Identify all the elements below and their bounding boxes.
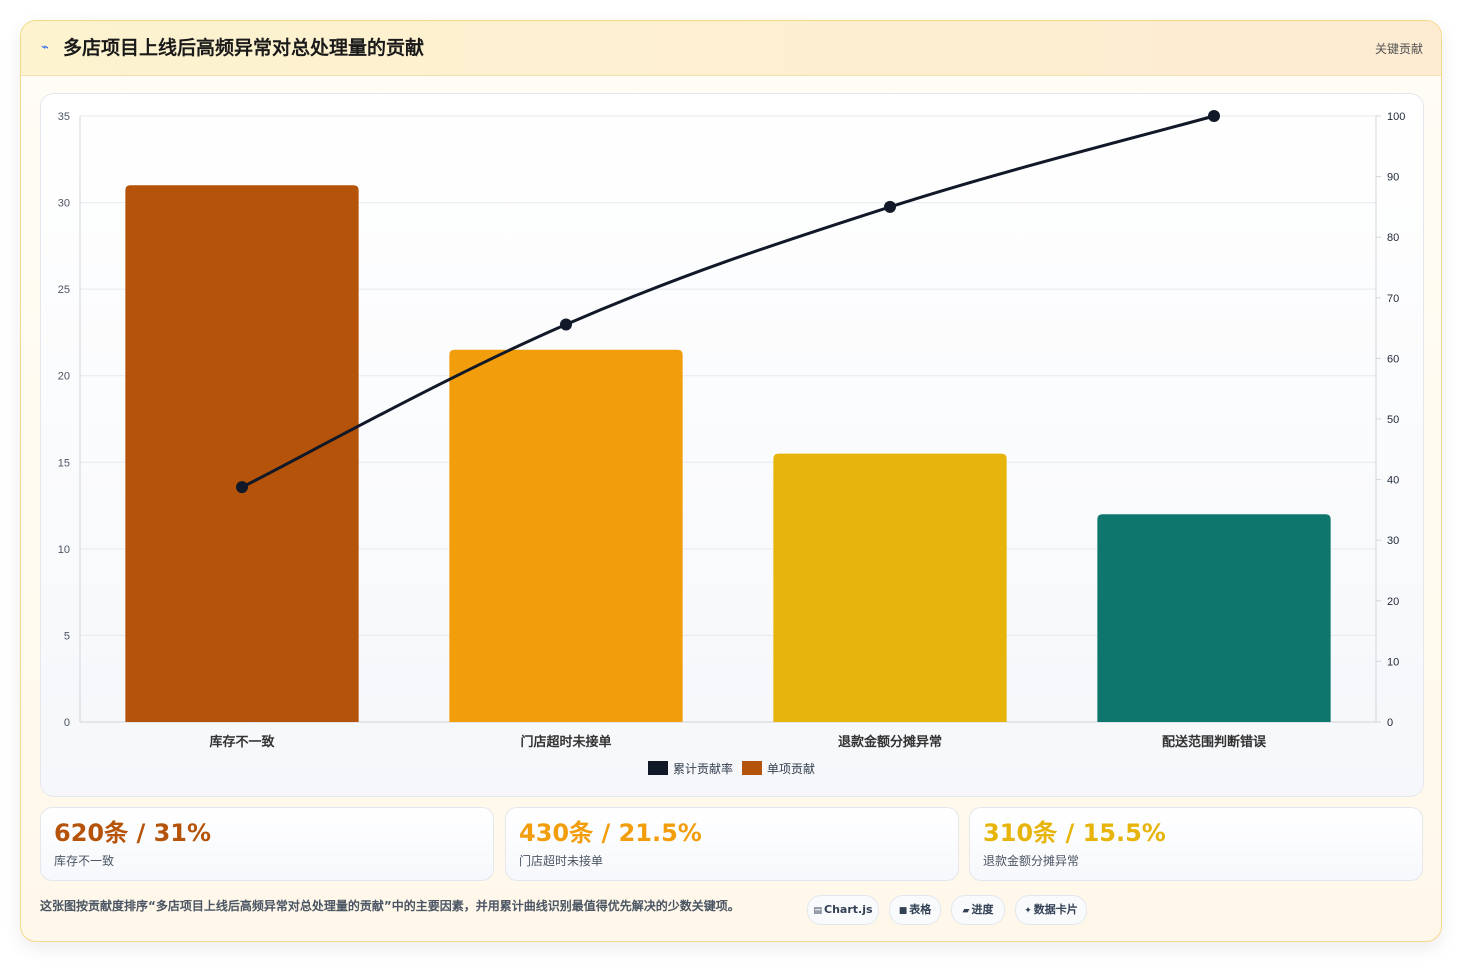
y-right-tick-label: 70	[1387, 293, 1399, 305]
chip-data-cards[interactable]: ✦ 数据卡片	[1015, 895, 1087, 925]
y-right-tick-label: 60	[1387, 353, 1399, 365]
chip-label: 数据卡片	[1033, 903, 1078, 916]
card-title: 多店项目上线后高频异常对总处理量的贡献	[63, 37, 425, 59]
y-right-tick-label: 100	[1387, 111, 1405, 123]
cumulative-point	[884, 200, 896, 213]
header-tag: 关键贡献	[1374, 42, 1423, 56]
stat-card-0: 620条 / 31% 库存不一致	[40, 807, 494, 881]
y-left-tick-label: 20	[58, 371, 70, 383]
x-tick-label: 门店超时未接单	[520, 734, 611, 749]
y-right-tick-label: 30	[1387, 535, 1399, 547]
chip-progress[interactable]: ▰ 进度	[951, 895, 1005, 925]
chip-label: Chart.js	[824, 903, 873, 916]
legend-label-cumulative: 累计贡献率	[673, 761, 733, 776]
chart-panel: 0 5 10 15 20 25 30 35 0 10 20 30 40 50 60 70 80 90 100 库存不一…	[40, 93, 1424, 797]
y-right-tick-label: 0	[1387, 717, 1393, 729]
chart-card: ⌁ 多店项目上线后高频异常对总处理量的贡献 关键贡献 0 5 10 15 20 25 30 3…	[20, 20, 1442, 942]
bar	[1097, 514, 1331, 722]
y-left-tick-label: 25	[58, 284, 70, 296]
bar	[125, 185, 359, 722]
chip-label: 表格	[909, 903, 932, 916]
x-tick-label: 配送范围判断错误	[1162, 734, 1267, 749]
stat-card-1: 430条 / 21.5% 门店超时未接单	[505, 807, 959, 881]
chip-label: 进度	[971, 903, 994, 916]
y-left-tick-label: 10	[58, 544, 70, 556]
chip-chartjs[interactable]: ▤ Chart.js	[807, 895, 879, 925]
card-header: ⌁ 多店项目上线后高频异常对总处理量的贡献 关键贡献	[21, 21, 1441, 76]
x-tick-label: 退款金额分摊异常	[838, 734, 942, 749]
stat-value: 430条 / 21.5%	[519, 819, 702, 847]
cumulative-point	[236, 481, 248, 494]
y-left-tick-label: 35	[58, 111, 70, 123]
cumulative-line	[241, 114, 1215, 489]
y-right-tick-label: 40	[1387, 475, 1399, 487]
legend-swatch-cumulative	[648, 761, 668, 775]
progress-icon: ▰	[962, 906, 970, 916]
stat-card-2: 310条 / 15.5% 退款金额分摊异常	[969, 807, 1423, 881]
y-right-tick-label: 20	[1387, 596, 1399, 608]
legend-swatch-bars	[742, 761, 762, 775]
stat-label: 库存不一致	[54, 854, 115, 868]
bar	[773, 453, 1007, 722]
stat-label: 退款金额分摊异常	[983, 854, 1080, 868]
stat-value: 310条 / 15.5%	[983, 819, 1166, 847]
chart-line-icon: ⌁	[41, 40, 49, 55]
cumulative-point	[560, 318, 572, 331]
y-right-tick-label: 10	[1387, 656, 1399, 668]
stat-label: 门店超时未接单	[519, 854, 604, 868]
table-icon: ■	[898, 906, 908, 916]
y-left-tick-label: 15	[58, 457, 70, 469]
stat-value: 620条 / 31%	[54, 819, 212, 847]
cumulative-point	[1208, 110, 1220, 122]
y-right-tick-label: 50	[1387, 414, 1399, 426]
y-left-tick-label: 30	[58, 198, 70, 210]
legend-label-bars: 单项贡献	[767, 761, 815, 776]
chart-caption: 这张图按贡献度排序“多店项目上线后高频异常对总处理量的贡献”中的主要因素，并用累…	[40, 899, 740, 913]
pareto-chart: 0 5 10 15 20 25 30 35 0 10 20 30 40 50 60 70 80 90 100 库存不一…	[58, 110, 1405, 776]
y-left-tick-label: 5	[64, 630, 70, 642]
sparkle-icon: ✦	[1024, 906, 1032, 916]
chip-table[interactable]: ■ 表格	[889, 895, 941, 925]
x-tick-label: 库存不一致	[209, 734, 275, 749]
chart-icon: ▤	[813, 906, 822, 916]
y-left-tick-label: 0	[64, 717, 70, 729]
bar	[449, 349, 683, 722]
y-right-tick-label: 80	[1387, 232, 1399, 244]
y-right-tick-label: 90	[1387, 172, 1399, 184]
